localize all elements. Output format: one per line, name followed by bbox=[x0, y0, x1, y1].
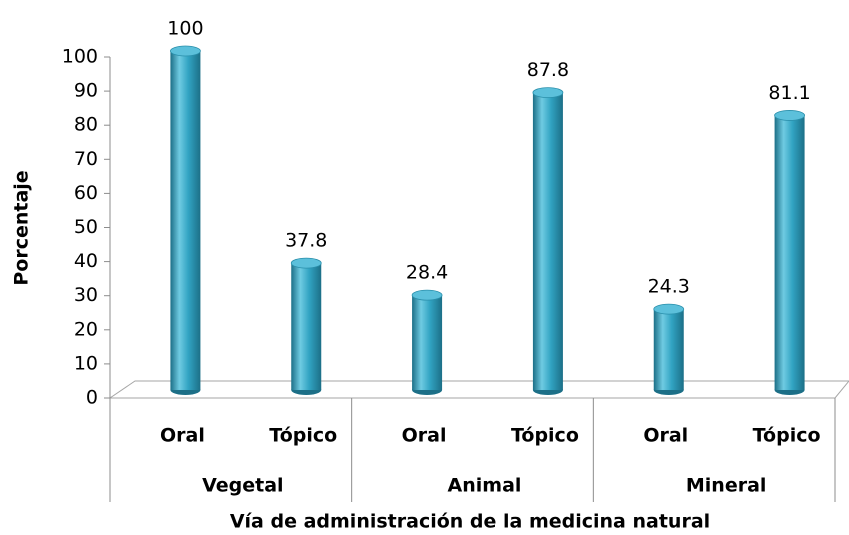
y-tick-label: 90 bbox=[74, 80, 98, 102]
bar-top bbox=[653, 303, 685, 315]
x-tick-label: Oral bbox=[160, 425, 205, 447]
x-axis-label: Vía de administración de la medicina nat… bbox=[230, 511, 710, 533]
y-axis-label: Porcentaje bbox=[11, 170, 33, 285]
group-label: Mineral bbox=[686, 475, 767, 497]
x-tick-label: Tópico bbox=[753, 425, 821, 447]
bar-body bbox=[653, 309, 684, 390]
bar-top bbox=[290, 257, 322, 269]
data-label: 87.8 bbox=[527, 59, 569, 81]
bar bbox=[290, 257, 322, 395]
bar-body bbox=[412, 295, 443, 390]
x-tick-label: Tópico bbox=[269, 425, 337, 447]
floor bbox=[108, 380, 849, 399]
x-tick-label: Oral bbox=[643, 425, 688, 447]
y-tick-label: 30 bbox=[74, 284, 98, 306]
bar bbox=[774, 110, 805, 395]
bar bbox=[653, 303, 685, 395]
y-tick-label: 60 bbox=[74, 182, 98, 204]
y-tick-label: 80 bbox=[74, 114, 98, 136]
y-tick-label: 40 bbox=[74, 250, 98, 272]
y-tick-label: 70 bbox=[74, 148, 98, 170]
bar-body bbox=[774, 115, 805, 390]
bar bbox=[170, 45, 201, 395]
x-tick-label: Oral bbox=[402, 425, 447, 447]
bar bbox=[532, 87, 564, 395]
group-label: Animal bbox=[448, 475, 522, 497]
y-tick-label: 50 bbox=[74, 216, 98, 238]
data-label: 28.4 bbox=[406, 262, 448, 284]
bar-top bbox=[170, 45, 201, 57]
bar-body bbox=[532, 92, 563, 391]
y-tick-label: 10 bbox=[74, 352, 98, 374]
y-tick-label: 0 bbox=[86, 387, 98, 409]
bar-body bbox=[291, 263, 322, 390]
bar-top bbox=[774, 110, 805, 121]
data-label: 100 bbox=[167, 18, 203, 40]
data-label: 24.3 bbox=[648, 276, 690, 298]
bar-top bbox=[532, 87, 564, 99]
bar bbox=[411, 289, 443, 395]
group-label: Vegetal bbox=[202, 475, 283, 497]
x-tick-label: Tópico bbox=[511, 425, 579, 447]
bar-top bbox=[411, 289, 443, 301]
data-label: 81.1 bbox=[768, 82, 810, 104]
data-label: 37.8 bbox=[285, 230, 327, 252]
y-tick-label: 20 bbox=[74, 318, 98, 340]
bar-body bbox=[170, 51, 201, 390]
y-tick-label: 100 bbox=[62, 46, 98, 68]
